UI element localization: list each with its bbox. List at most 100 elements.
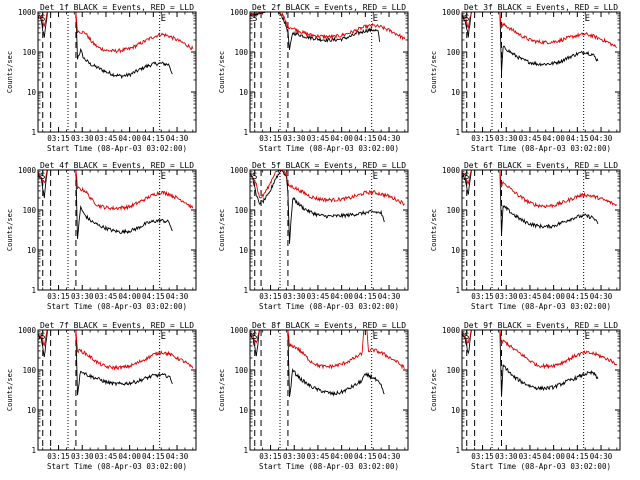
start-marker-label: S <box>40 14 45 24</box>
panel-3: Det 3f BLACK = Events, RED = LLD Counts/s… <box>430 3 621 153</box>
x-tick-label: 03:15 <box>259 292 282 301</box>
x-tick-label: 04:15 <box>354 452 377 461</box>
start-marker-label: S <box>252 14 257 24</box>
plot-area <box>38 12 194 132</box>
y-tick-label: 1000 <box>442 8 461 17</box>
chart-title: Det 3f BLACK = Events, RED = LLD <box>464 3 618 12</box>
x-tick-label: 04:15 <box>354 292 377 301</box>
plot-area <box>250 12 406 132</box>
panel-2: Det 2f BLACK = Events, RED = LLD Counts/s… <box>218 3 409 153</box>
x-tick-label: 04:30 <box>378 452 401 461</box>
x-axis-label: Start Time (08-Apr-03 03:02:00) <box>259 462 399 471</box>
y-tick-label: 10 <box>27 246 37 255</box>
series-lld-line <box>38 170 194 211</box>
y-tick-label: 1 <box>243 446 248 455</box>
x-axis-label: Start Time (08-Apr-03 03:02:00) <box>259 144 399 153</box>
plot-frame <box>37 329 197 451</box>
plot-area <box>462 12 617 132</box>
y-tick-label: 10 <box>239 406 249 415</box>
x-tick-label: 04:15 <box>142 452 165 461</box>
y-tick-label: 100 <box>234 366 248 375</box>
x-tick-label: 03:15 <box>47 452 70 461</box>
y-tick-label: 100 <box>234 206 248 215</box>
y-tick-label: 10 <box>27 88 37 97</box>
plot-area <box>250 170 405 290</box>
x-tick-label: 04:30 <box>378 134 401 143</box>
series-events-line <box>250 12 381 50</box>
x-tick-label: 03:45 <box>307 452 330 461</box>
start-marker-label: S <box>252 172 257 182</box>
x-tick-label: 03:30 <box>495 134 518 143</box>
y-tick-label: 100 <box>234 48 248 57</box>
chart-title: Det 7f BLACK = Events, RED = LLD <box>40 321 194 330</box>
start-marker-label: S <box>464 332 469 342</box>
x-tick-label: 04:15 <box>566 292 589 301</box>
x-tick-label: 03:15 <box>259 134 282 143</box>
x-tick-label: 03:15 <box>259 452 282 461</box>
y-tick-label: 100 <box>446 366 460 375</box>
series-lld-line <box>462 170 618 209</box>
x-tick-label: 04:30 <box>590 134 613 143</box>
x-tick-label: 04:15 <box>566 134 589 143</box>
series-events-line <box>462 330 599 397</box>
x-tick-label: 04:00 <box>330 292 353 301</box>
x-tick-label: 04:00 <box>330 134 353 143</box>
x-tick-label: 03:15 <box>471 452 494 461</box>
plot-frame <box>249 11 409 133</box>
plot-area <box>462 170 618 290</box>
x-tick-label: 03:30 <box>283 452 306 461</box>
x-tick-label: 03:30 <box>283 292 306 301</box>
series-events-line <box>38 12 173 80</box>
y-tick-label: 10 <box>451 246 461 255</box>
start-marker-label: S <box>464 172 469 182</box>
panel-7: Det 7f BLACK = Events, RED = LLD Counts/s… <box>6 321 197 471</box>
plot-area <box>38 330 194 450</box>
y-tick-label: 1 <box>31 128 36 137</box>
y-tick-label: 1 <box>243 128 248 137</box>
x-tick-label: 04:15 <box>354 134 377 143</box>
x-tick-label: 04:30 <box>166 134 189 143</box>
y-tick-label: 100 <box>22 366 36 375</box>
start-marker-label: S <box>464 14 469 24</box>
x-tick-label: 04:30 <box>590 452 613 461</box>
x-tick-label: 04:00 <box>542 292 565 301</box>
x-tick-label: 04:30 <box>590 292 613 301</box>
start-marker-label: S <box>252 332 257 342</box>
x-tick-label: 04:00 <box>542 452 565 461</box>
x-axis-label: Start Time (08-Apr-03 03:02:00) <box>47 302 187 311</box>
series-lld-line <box>38 330 194 371</box>
x-tick-label: 03:30 <box>495 292 518 301</box>
x-tick-label: 03:45 <box>95 134 118 143</box>
x-axis-label: Start Time (08-Apr-03 03:02:00) <box>471 144 611 153</box>
y-tick-label: 1000 <box>230 8 249 17</box>
chart-title: Det 9f BLACK = Events, RED = LLD <box>464 321 618 330</box>
x-tick-label: 03:45 <box>519 292 542 301</box>
x-tick-label: 03:15 <box>471 134 494 143</box>
series-lld-line <box>250 170 405 207</box>
x-tick-label: 04:00 <box>118 452 141 461</box>
plot-frame <box>37 11 197 133</box>
start-marker-label: S <box>40 332 45 342</box>
x-tick-label: 03:45 <box>519 452 542 461</box>
series-lld-line <box>462 12 617 48</box>
y-tick-label: 10 <box>451 88 461 97</box>
y-tick-label: 1000 <box>230 326 249 335</box>
plot-frame <box>249 329 409 451</box>
y-tick-label: 1 <box>455 128 460 137</box>
end-marker-label: E <box>161 172 166 182</box>
x-tick-label: 03:45 <box>307 292 330 301</box>
chart-title: Det 2f BLACK = Events, RED = LLD <box>252 3 406 12</box>
y-tick-label: 1 <box>455 286 460 295</box>
x-axis-label: Start Time (08-Apr-03 03:02:00) <box>471 462 611 471</box>
series-events-line <box>462 170 599 236</box>
x-tick-label: 03:45 <box>95 292 118 301</box>
end-marker-label: E <box>161 14 166 24</box>
y-tick-label: 1000 <box>230 166 249 175</box>
plot-frame <box>461 169 621 291</box>
plot-area <box>38 170 194 290</box>
y-axis-label: Counts/sec <box>6 51 14 93</box>
y-axis-label: Counts/sec <box>430 51 438 93</box>
x-tick-label: 03:15 <box>471 292 494 301</box>
y-tick-label: 100 <box>22 48 36 57</box>
